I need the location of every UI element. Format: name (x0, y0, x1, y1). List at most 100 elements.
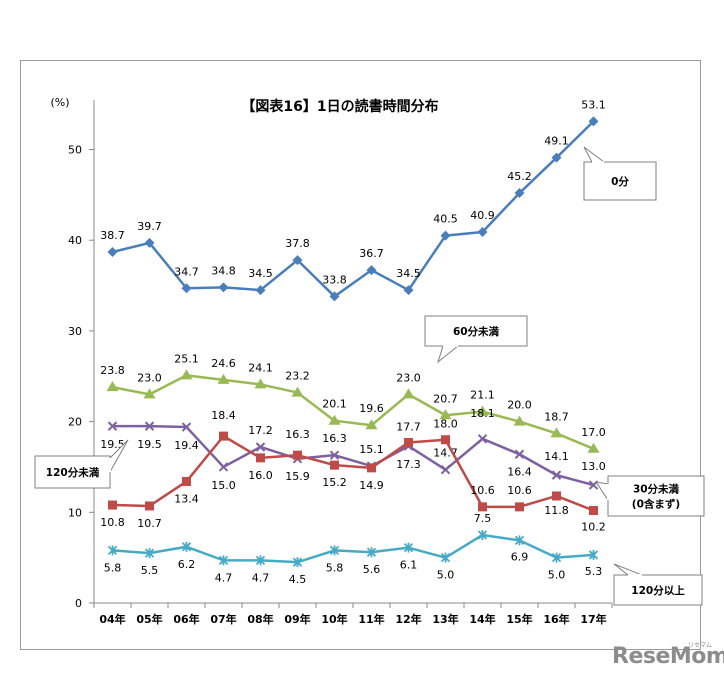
data-label: 39.7 (137, 220, 162, 233)
data-point (181, 283, 192, 294)
data-label: 15.0 (211, 479, 236, 492)
x-tick-label: 15年 (506, 612, 532, 626)
data-point (551, 152, 562, 163)
data-label: 16.4 (507, 465, 532, 478)
data-label: 4.7 (252, 571, 270, 584)
data-label: 25.1 (174, 352, 199, 365)
data-label: 53.1 (581, 98, 606, 111)
callout-rect (613, 574, 703, 606)
data-point (144, 237, 155, 248)
data-label: 7.5 (474, 512, 492, 525)
data-label: 21.1 (470, 389, 495, 402)
data-label: 13.4 (174, 492, 199, 505)
series-layer: 38.7 39.7 34.7 34.8 34.5 37.8 33.8 36.7 34.5 40.5… (100, 98, 606, 586)
data-label: 10.2 (581, 520, 606, 533)
data-label: 13.0 (581, 460, 606, 473)
data-point (329, 450, 340, 460)
data-label: 14.9 (359, 479, 384, 492)
data-label: 37.8 (285, 237, 310, 250)
data-label: 34.5 (396, 267, 421, 280)
callout-box-4: 120分以上 (613, 563, 703, 606)
series-2: 19.5 19.5 19.415.017.215.916.315.117.314.7… (100, 407, 606, 492)
data-label: 6.2 (178, 558, 196, 571)
data-label: 34.8 (211, 264, 236, 277)
data-label: 10.6 (470, 484, 495, 497)
callout-layer: 0分 60分未満 120分未満 30分未満 (0含まず) 120分以上 (34, 146, 705, 606)
data-label: 23.2 (285, 370, 310, 383)
data-point (367, 463, 376, 473)
data-label: 18.1 (470, 407, 495, 420)
data-point (328, 414, 341, 425)
watermark-sub: リセマム (688, 642, 713, 649)
data-point (513, 415, 526, 426)
data-label: 6.1 (400, 559, 418, 572)
data-point (550, 427, 563, 438)
data-label: 5.6 (363, 563, 381, 576)
data-point (514, 449, 525, 459)
data-point (552, 491, 561, 501)
data-point (329, 545, 340, 556)
callout-rect (424, 315, 528, 347)
data-label: 10.6 (507, 484, 532, 497)
series-4: 5.8 5.5 6.2 4.7 4.7 4.5 5.8 5.6 6.1 5.0 7.5 6.9 5.0 5… (104, 512, 603, 586)
series-line (112, 120, 595, 298)
y-tick-label: 30 (68, 325, 82, 338)
data-point (515, 502, 524, 512)
x-tick-label: 10年 (321, 612, 347, 626)
callout-label: 0分 (611, 175, 629, 188)
data-point (182, 476, 191, 486)
data-label: 20.0 (507, 399, 532, 412)
data-label: 17.7 (396, 420, 421, 433)
data-point (144, 548, 155, 559)
data-point (255, 555, 266, 566)
data-point (477, 434, 488, 444)
data-point (587, 442, 600, 453)
data-label: 18.4 (211, 409, 236, 422)
data-point (402, 388, 415, 399)
data-point (477, 227, 488, 238)
data-label: 17.3 (396, 458, 421, 471)
data-label: 20.1 (322, 398, 347, 411)
data-label: 15.9 (285, 470, 310, 483)
data-label: 5.0 (437, 569, 455, 582)
callout-rect (583, 161, 657, 201)
data-label: 5.3 (585, 565, 603, 578)
x-tick-label: 12年 (395, 612, 421, 626)
data-point (440, 464, 451, 475)
data-point (404, 437, 413, 447)
data-point (551, 552, 562, 563)
data-label: 15.2 (322, 476, 347, 489)
data-point (439, 409, 452, 420)
series-line (112, 424, 594, 487)
data-point (514, 535, 525, 546)
callout-box-2: 120分未満 (34, 439, 129, 489)
y-axis-unit-label: (%) (50, 96, 69, 109)
series-line (112, 533, 594, 564)
data-point (478, 502, 487, 512)
data-point (180, 369, 193, 380)
data-label: 15.1 (359, 443, 384, 456)
x-tick-label: 04年 (99, 612, 125, 626)
y-tick-label: 10 (68, 506, 82, 519)
callout-label: 120分以上 (631, 584, 685, 597)
callout-box-0: 0分 (583, 146, 657, 201)
data-point (108, 500, 117, 510)
data-label: 16.3 (322, 432, 347, 445)
x-tick-label: 05年 (136, 612, 162, 626)
data-point (403, 285, 414, 296)
callout-box-1: 60分未満 (424, 315, 528, 364)
callout-label: 30分未満 (633, 483, 680, 496)
data-label: 14.1 (544, 450, 569, 463)
data-point (476, 405, 489, 416)
data-label: 10.7 (137, 517, 162, 530)
x-tick-label: 13年 (432, 612, 458, 626)
x-tick-label: 08年 (247, 612, 273, 626)
data-point (181, 541, 192, 552)
y-tick-label: 40 (68, 234, 82, 247)
callout-pointer (613, 563, 643, 576)
data-label: 5.8 (104, 561, 122, 574)
data-label: 17.0 (581, 426, 606, 439)
y-tick-label: 50 (68, 144, 82, 157)
x-tick-label: 07年 (210, 612, 236, 626)
